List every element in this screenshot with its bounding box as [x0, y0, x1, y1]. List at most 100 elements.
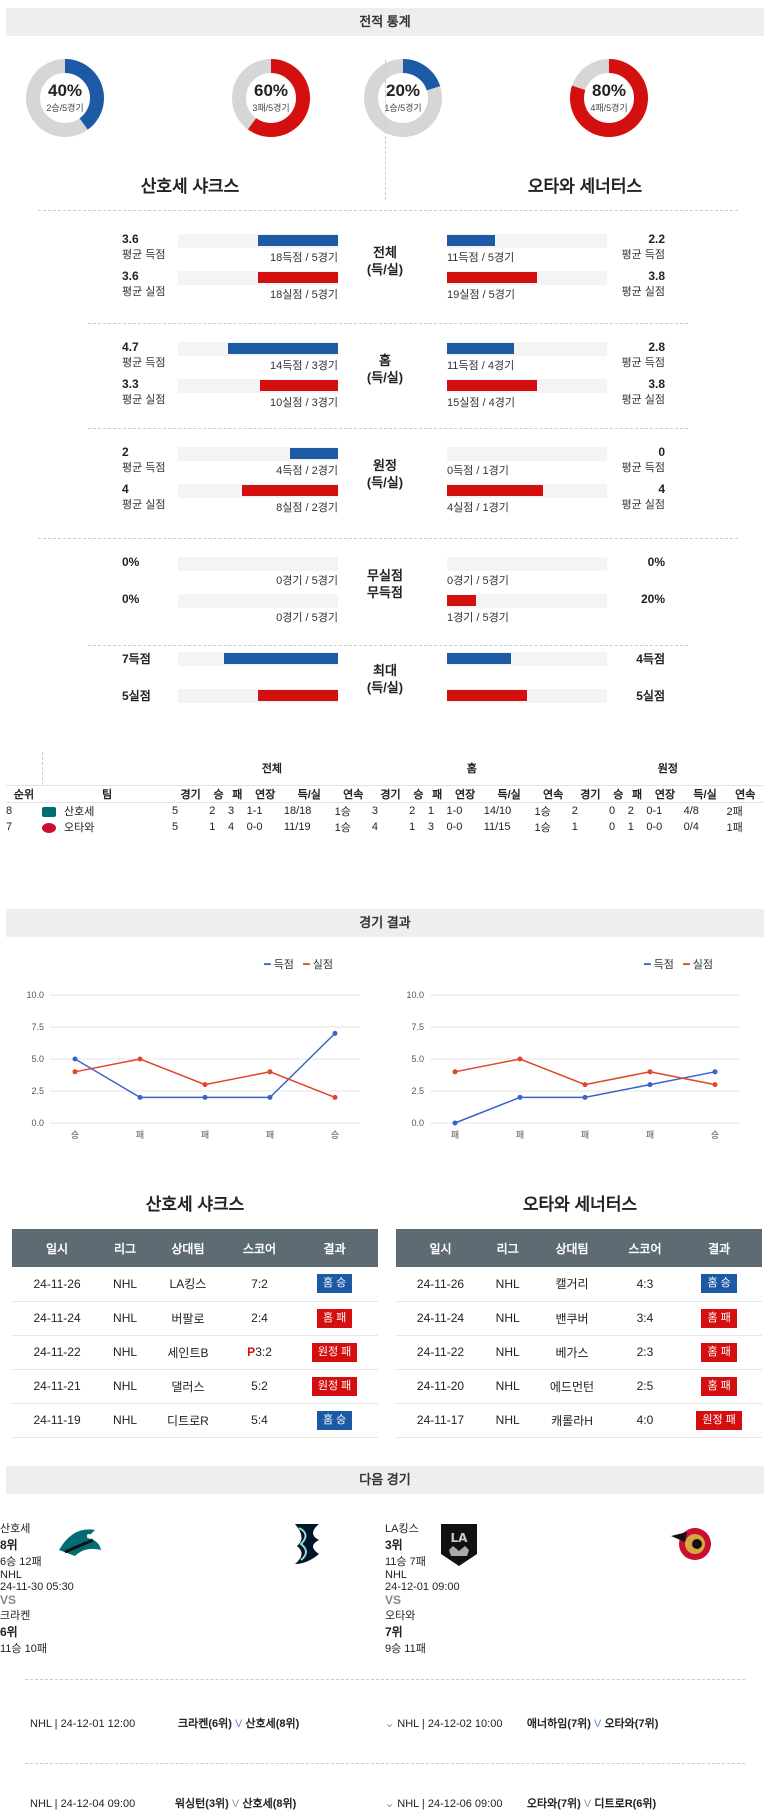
- upcoming-game-2[interactable]: ⌄ NHL | 24-12-02 10:00 애너하임(7위) V 오타와(7위…: [385, 1718, 659, 1730]
- table-cell: 2: [409, 804, 416, 817]
- data-point: [452, 1120, 458, 1126]
- away-stat-value: 20%: [640, 592, 665, 606]
- results-header: 리그: [485, 1229, 531, 1267]
- away-stat-label: 평균 득점: [621, 249, 665, 261]
- table-cell: 0-0: [646, 820, 663, 833]
- home-stat-label: 평균 득점: [122, 462, 166, 474]
- table-cell: 0: [609, 804, 616, 817]
- table-cell: 3: [427, 820, 434, 833]
- table-cell: 0: [609, 820, 616, 833]
- standings-header: 연속: [343, 788, 364, 801]
- x-tick-label: 패: [451, 1130, 459, 1140]
- stat-track: [178, 557, 338, 571]
- kraken-logo-icon: [295, 1524, 319, 1564]
- upcoming-game-1[interactable]: NHL | 24-12-01 12:00 크라켄(6위) V 산호세(8위): [30, 1718, 300, 1730]
- away-stat-caption: 15실점 / 4경기: [447, 397, 516, 409]
- standings-header: 패: [631, 788, 643, 801]
- result-badge: 원정 패: [311, 1342, 358, 1362]
- stat-group-label: 무실점 무득점: [367, 568, 403, 600]
- results-header: 결과: [676, 1229, 762, 1267]
- next-game-2[interactable]: LA LA킹스 3위 11승 7패 NHL 24-12-01 09:00 VS …: [385, 1520, 770, 1655]
- table-cell: P3:2: [227, 1335, 292, 1370]
- y-tick-label: 7.5: [411, 1022, 424, 1032]
- standings-header: 팀: [101, 788, 113, 801]
- home-team-title: 산호세 샤크스: [140, 177, 240, 196]
- senators-logo-icon: [671, 1528, 711, 1560]
- group-all: 전체: [261, 763, 283, 776]
- data-point: [332, 1030, 338, 1036]
- upcoming-game-4[interactable]: ⌄ NHL | 24-12-06 09:00 오타와(7위) V 디트로R(6위…: [385, 1798, 657, 1810]
- table-cell: 24-11-17: [396, 1403, 485, 1438]
- divider: [88, 323, 688, 324]
- table-cell: 산호세: [42, 802, 172, 819]
- home-stat-bar: [258, 690, 338, 701]
- away-stat-caption: 11득점 / 5경기: [447, 252, 515, 264]
- home-stat-label: 평균 실점: [122, 286, 166, 298]
- stat-group-label: 전체 (득/실): [366, 245, 404, 277]
- table-cell: 11/19: [283, 820, 311, 833]
- data-point: [452, 1069, 458, 1075]
- table-cell: 오타와: [42, 819, 172, 835]
- table-cell: 홈 승: [676, 1267, 762, 1302]
- table-cell: 2:3: [613, 1335, 677, 1370]
- concede-line: [74, 1058, 336, 1099]
- data-point: [712, 1069, 718, 1075]
- away-stat-caption: 4실점 / 1경기: [447, 502, 509, 514]
- home-stat-label: 평균 득점: [122, 249, 166, 261]
- table-cell: 1: [409, 820, 416, 833]
- result-badge: 홈 승: [316, 1274, 353, 1294]
- away-stat-label: 평균 실점: [621, 499, 665, 511]
- standings-header: 경기: [380, 788, 401, 801]
- results-header: 상대팀: [148, 1229, 228, 1267]
- table-cell: 3:4: [613, 1301, 677, 1336]
- table-cell: 4/8: [683, 804, 699, 817]
- svg-text:LA: LA: [451, 1531, 469, 1545]
- data-point: [202, 1082, 208, 1088]
- table-cell: 4:0: [613, 1403, 677, 1438]
- home-stat-label: 평균 실점: [122, 499, 166, 511]
- x-tick-label: 패: [516, 1130, 524, 1140]
- away-stat-caption: 19실점 / 5경기: [447, 289, 516, 301]
- table-cell: 홈 승: [291, 1267, 378, 1302]
- stat-group-label: 원정 (득/실): [366, 458, 404, 490]
- home-stat-caption: 14득점 / 3경기: [269, 360, 338, 372]
- divider: [25, 1763, 745, 1764]
- upcoming-game-3[interactable]: NHL | 24-12-04 09:00 워싱턴(3위) V 산호세(8위): [30, 1798, 297, 1810]
- x-tick-label: 승: [331, 1130, 339, 1140]
- away-stat-label: 평균 득점: [621, 357, 665, 369]
- table-cell: 3: [371, 804, 378, 817]
- table-cell: NHL: [102, 1369, 148, 1404]
- sharks-logo-icon: [59, 1529, 101, 1556]
- home-stat-caption: 0경기 / 5경기: [276, 575, 338, 587]
- data-point: [267, 1069, 273, 1075]
- data-point: [517, 1056, 523, 1062]
- away-stat-value: 0%: [647, 555, 665, 569]
- table-row: 24-11-19 NHL 디트로R 5:4 홈 승: [12, 1403, 378, 1438]
- home-stat-value: 3.6: [122, 269, 139, 283]
- table-cell: 베가스: [530, 1335, 614, 1370]
- table-cell: 24-11-22: [396, 1335, 485, 1370]
- home-stat-bar: [260, 380, 338, 391]
- table-cell: 1-1: [246, 804, 263, 817]
- table-cell: 1승: [334, 821, 351, 834]
- table-cell: 11/15: [483, 820, 511, 833]
- home-stat-bar: [228, 343, 338, 354]
- next-game-1[interactable]: 산호세 8위 6승 12패 NHL 24-11-30 05:30 VS 크라켄 …: [0, 1520, 385, 1655]
- away-stat-bar: [447, 343, 514, 354]
- home-stat-bar: [290, 448, 338, 459]
- standings-header: 득/실: [693, 788, 717, 801]
- table-cell: 3: [227, 804, 235, 817]
- away-stat-caption: 1경기 / 5경기: [447, 612, 509, 624]
- results-header: 일시: [396, 1229, 485, 1267]
- result-badge: 홈 승: [701, 1274, 737, 1294]
- score-line: [74, 1032, 336, 1099]
- away-stat-label: 평균 실점: [621, 394, 665, 406]
- away-stat-caption: 11득점 / 4경기: [447, 360, 515, 372]
- home-stat-value: 7득점: [122, 652, 151, 666]
- home-stat-label: 평균 득점: [122, 357, 166, 369]
- table-cell: 1승: [334, 805, 351, 818]
- table-cell: 2: [627, 804, 634, 817]
- away-stat-value: 4득점: [636, 652, 665, 666]
- result-badge: 홈 승: [316, 1410, 353, 1430]
- table-cell: 24-11-24: [396, 1301, 485, 1336]
